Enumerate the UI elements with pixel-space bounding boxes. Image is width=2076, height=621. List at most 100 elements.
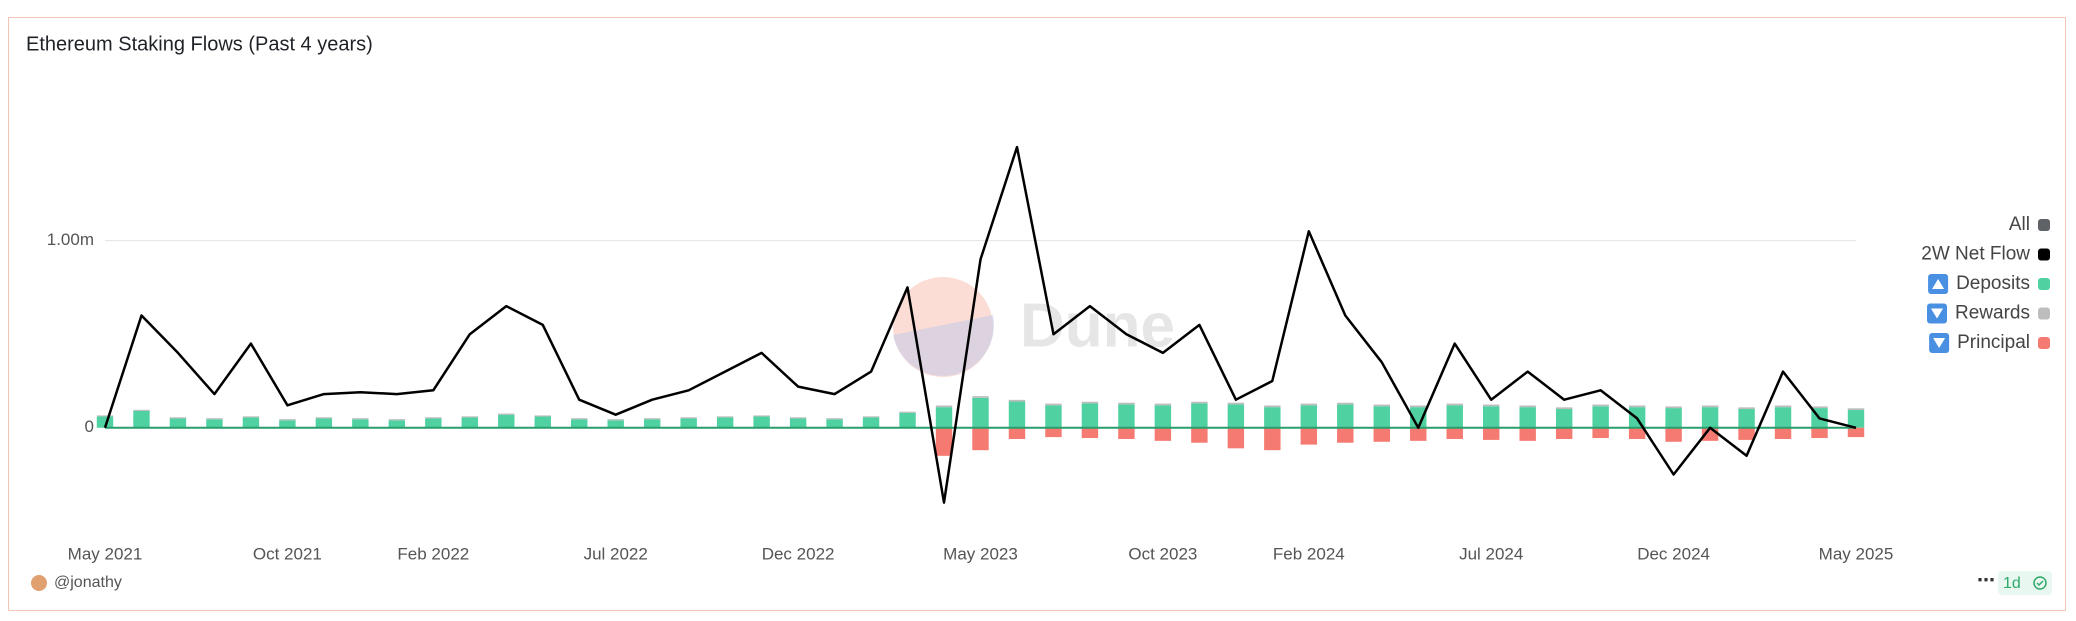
x-tick-label: May 2021 bbox=[68, 544, 143, 563]
avatar bbox=[31, 575, 47, 591]
legend-swatch[interactable] bbox=[2038, 337, 2050, 349]
bar bbox=[1154, 403, 1172, 406]
bar bbox=[1738, 427, 1755, 440]
bar bbox=[1665, 427, 1682, 442]
bar bbox=[1628, 427, 1646, 439]
bar bbox=[1592, 406, 1609, 428]
bar bbox=[1555, 427, 1573, 439]
bar bbox=[1337, 404, 1354, 428]
bar bbox=[1264, 407, 1281, 428]
legend-label[interactable]: All bbox=[2009, 214, 2030, 235]
bar bbox=[1264, 405, 1281, 408]
bar bbox=[643, 419, 661, 428]
bar bbox=[1227, 404, 1245, 428]
bar bbox=[534, 415, 551, 417]
bar bbox=[1847, 408, 1865, 410]
bar bbox=[279, 420, 296, 428]
bar bbox=[972, 396, 989, 398]
bar bbox=[1008, 427, 1026, 439]
bar bbox=[1154, 405, 1172, 428]
bar bbox=[862, 416, 880, 418]
bar bbox=[534, 416, 551, 428]
bar bbox=[1410, 405, 1427, 408]
bar bbox=[1774, 407, 1792, 428]
bar bbox=[1373, 427, 1390, 442]
bar bbox=[1300, 427, 1318, 445]
bar bbox=[1227, 402, 1245, 405]
x-tick-label: Oct 2021 bbox=[253, 544, 322, 563]
author[interactable]: @jonathy bbox=[54, 574, 122, 591]
legend-swatch[interactable] bbox=[2038, 219, 2050, 231]
bar bbox=[498, 413, 515, 415]
bar bbox=[1227, 427, 1245, 449]
bar bbox=[935, 427, 953, 456]
legend-label[interactable]: Deposits bbox=[1956, 273, 2030, 294]
refresh-icon bbox=[2033, 576, 2047, 590]
bar bbox=[716, 417, 734, 428]
bar bbox=[388, 420, 406, 428]
bar bbox=[1008, 399, 1026, 402]
legend-swatch[interactable] bbox=[2038, 278, 2050, 290]
legend-swatch[interactable] bbox=[2038, 307, 2050, 320]
bar bbox=[826, 419, 843, 428]
bar bbox=[352, 419, 369, 428]
bar bbox=[1847, 427, 1865, 438]
bar bbox=[388, 419, 406, 421]
bar bbox=[1847, 409, 1865, 428]
legend-label[interactable]: 2W Net Flow bbox=[1921, 244, 2030, 265]
menu-dots[interactable]: ⋯ bbox=[1977, 570, 1995, 590]
bar bbox=[1045, 427, 1062, 438]
x-tick-label: Jul 2022 bbox=[584, 544, 648, 563]
bar bbox=[1008, 401, 1026, 428]
legend-sort-arrow bbox=[1931, 308, 1944, 319]
bar bbox=[1081, 403, 1099, 428]
bar bbox=[1264, 427, 1281, 451]
bar bbox=[1300, 405, 1318, 428]
bar bbox=[206, 418, 223, 420]
legend-label[interactable]: Principal bbox=[1957, 332, 2030, 353]
y-tick-label: 1.00m bbox=[47, 230, 94, 249]
x-tick-label: Feb 2024 bbox=[1273, 544, 1345, 563]
bar bbox=[1191, 427, 1208, 443]
x-tick-label: Jul 2024 bbox=[1459, 544, 1523, 563]
x-tick-label: Feb 2022 bbox=[397, 544, 469, 563]
bar bbox=[935, 405, 953, 408]
bar bbox=[279, 419, 296, 421]
bar bbox=[1300, 403, 1318, 406]
y-tick-label: 0 bbox=[85, 417, 94, 436]
bar bbox=[498, 414, 515, 428]
bar bbox=[1665, 408, 1682, 428]
bar bbox=[1592, 427, 1609, 439]
x-tick-label: May 2023 bbox=[943, 544, 1018, 563]
bar bbox=[571, 418, 588, 420]
bar bbox=[972, 397, 989, 428]
bar bbox=[789, 417, 807, 419]
bar bbox=[899, 412, 916, 428]
bar bbox=[1410, 427, 1427, 441]
bar bbox=[1665, 406, 1682, 409]
bar bbox=[1555, 409, 1573, 428]
legend-sort-arrow bbox=[1932, 279, 1945, 289]
bar bbox=[607, 419, 624, 421]
bar bbox=[133, 409, 150, 411]
bar bbox=[1446, 427, 1463, 439]
bar bbox=[1373, 404, 1390, 407]
bar bbox=[461, 416, 478, 418]
bar bbox=[862, 417, 880, 428]
bar bbox=[242, 416, 260, 418]
bar bbox=[169, 417, 187, 419]
line-series bbox=[103, 145, 1857, 504]
legend-swatch[interactable] bbox=[2038, 248, 2050, 261]
legend-sort-arrow bbox=[1933, 338, 1946, 348]
bar bbox=[315, 417, 333, 419]
bar bbox=[1811, 427, 1828, 439]
bar bbox=[1191, 403, 1208, 428]
legend-label[interactable]: Rewards bbox=[1955, 303, 2030, 324]
bar bbox=[680, 417, 697, 419]
bar bbox=[1118, 402, 1135, 405]
bar bbox=[753, 415, 770, 417]
bar bbox=[1774, 427, 1792, 439]
watermark: Dune bbox=[1020, 291, 1175, 360]
bar bbox=[1191, 401, 1208, 404]
